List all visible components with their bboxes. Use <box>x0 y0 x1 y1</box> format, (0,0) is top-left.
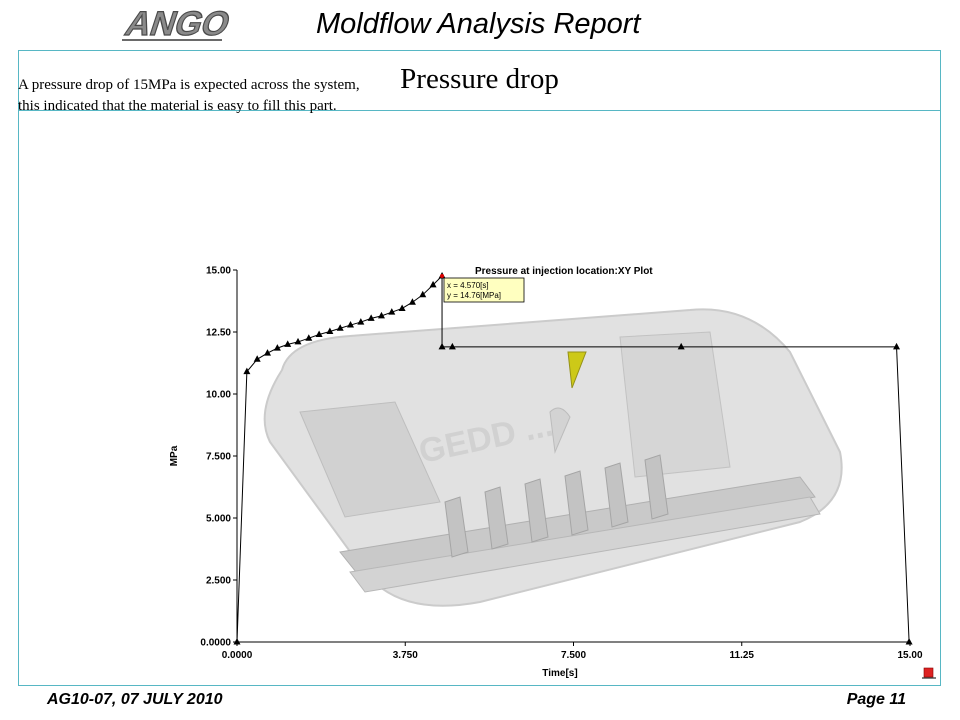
data-point-tooltip: x = 4.570[s] y = 14.76[MPa] <box>443 277 525 303</box>
data-point-marker <box>233 638 241 645</box>
data-point-marker <box>357 318 365 325</box>
data-point-marker <box>677 342 685 350</box>
x-tick-label: 11.25 <box>730 650 755 661</box>
chart-title: Pressure at injection location:XY Plot <box>475 266 653 277</box>
footer-report-id: AG10-07, 07 JULY 2010 <box>47 691 223 708</box>
gate-cone-icon <box>567 351 587 389</box>
y-axis-label: MPa <box>169 445 180 466</box>
x-tick-label: 0.0000 <box>222 650 253 661</box>
data-point-marker <box>284 340 292 347</box>
y-tick-label: 0.0000 <box>200 638 231 649</box>
data-point-marker <box>315 330 323 337</box>
y-tick-label: 7.500 <box>206 452 231 463</box>
data-point-marker <box>429 280 437 288</box>
data-point-marker <box>294 337 302 345</box>
body-line-2: this indicated that the material is easy… <box>18 98 337 114</box>
y-tick-label: 2.500 <box>206 576 231 587</box>
data-point-marker <box>398 304 406 311</box>
footer-page-number: Page 11 <box>846 691 906 708</box>
data-point-marker <box>347 321 355 328</box>
data-point-marker <box>448 342 456 350</box>
x-tick-label: 3.750 <box>393 650 418 661</box>
body-line-1: A pressure drop of 15MPa is expected acr… <box>18 77 360 93</box>
slide-title-bar: Pressure drop <box>19 51 940 111</box>
data-point-marker <box>305 334 313 341</box>
data-point-marker <box>893 342 901 350</box>
part-model-rendering: GEDD ... <box>263 308 843 607</box>
slide-body-text: A pressure drop of 15MPa is expected acr… <box>18 75 538 117</box>
slide-title: Pressure drop <box>400 63 559 95</box>
x-tick-label: 7.500 <box>561 650 586 661</box>
y-tick-label: 10.00 <box>206 390 231 401</box>
xy-plot-svg: GEDD ... 0.0000 2.500 5.000 7.500 10.00 12.50… <box>169 266 936 679</box>
logo-text: ANGO <box>121 5 235 43</box>
data-point-marker <box>377 311 385 319</box>
report-title: Moldflow Analysis Report <box>316 8 641 40</box>
data-point-marker <box>253 355 261 362</box>
x-tick-label: 15.00 <box>897 650 922 661</box>
tooltip-line-y: y = 14.76[MPa] <box>447 291 501 300</box>
data-point-marker <box>326 327 334 335</box>
selected-point-marker <box>440 273 445 278</box>
data-point-marker <box>438 342 446 350</box>
data-point-marker <box>408 298 416 305</box>
x-axis-label: Time[s] <box>542 668 577 679</box>
ango-logo: ANGO <box>120 4 236 43</box>
data-point-marker <box>388 308 396 315</box>
plot-corner-icon <box>922 667 936 679</box>
y-tick-label: 12.50 <box>206 328 231 339</box>
y-tick-label: 15.00 <box>206 266 231 277</box>
tooltip-line-x: x = 4.570[s] <box>447 281 489 290</box>
data-point-marker <box>336 324 344 331</box>
data-point-marker <box>264 349 272 356</box>
data-point-marker <box>243 367 251 375</box>
data-point-marker <box>905 638 913 645</box>
xy-plot: GEDD ... 0.0000 2.500 5.000 7.500 10.00 12.50… <box>150 252 950 684</box>
data-point-marker <box>273 344 281 351</box>
slide-frame: Pressure drop <box>18 50 941 686</box>
y-tick-label: 5.000 <box>206 514 231 525</box>
data-point-marker <box>419 290 427 298</box>
data-point-marker <box>367 314 375 321</box>
